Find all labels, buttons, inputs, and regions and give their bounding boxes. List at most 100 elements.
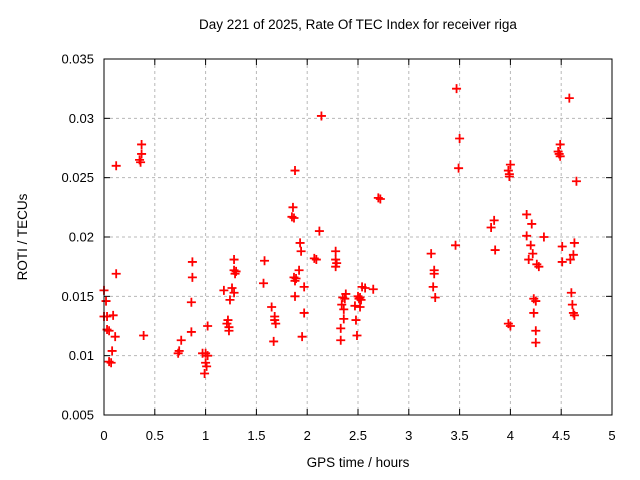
data-point-marker (187, 257, 197, 267)
data-point-marker (174, 346, 184, 356)
x-tick-label: 3 (405, 428, 412, 443)
data-point-marker (229, 288, 239, 298)
data-point-marker (269, 336, 279, 346)
data-point-marker (339, 304, 349, 314)
data-point-marker (104, 357, 114, 367)
data-point-marker (337, 300, 347, 310)
data-point-marker (186, 297, 196, 307)
data-point-marker (311, 255, 321, 265)
data-point-marker (186, 327, 196, 337)
data-point-marker (106, 358, 116, 368)
data-point-marker (287, 212, 297, 222)
y-tick-label: 0.01 (69, 348, 94, 363)
chart-title: Day 221 of 2025, Rate Of TEC Index for r… (199, 17, 517, 32)
data-point-marker (267, 302, 277, 312)
data-point-marker (504, 171, 514, 181)
data-point-marker (104, 326, 114, 336)
data-point-marker (110, 332, 120, 342)
data-point-marker (531, 296, 541, 306)
data-point-marker (290, 166, 300, 176)
data-point-marker (557, 241, 567, 251)
y-tick-label: 0.005 (61, 408, 94, 423)
data-point-marker (229, 255, 239, 265)
data-point-marker (260, 256, 270, 266)
data-point-marker (528, 249, 538, 259)
data-point-marker (505, 160, 515, 170)
data-point-marker (375, 194, 385, 204)
tick-label-layer: 0 0.5 1 1.5 2 2.5 3 3.5 4 4.5 5 0.005 0.01 0.015 0.02 0… (61, 52, 615, 444)
y-tick-label: 0.035 (61, 52, 94, 67)
data-point-marker (350, 301, 360, 311)
data-point-marker (309, 253, 319, 263)
data-point-marker (290, 291, 300, 301)
data-point-marker (176, 335, 186, 345)
data-point-marker (231, 266, 241, 276)
data-point-marker (368, 284, 378, 294)
data-point-marker (430, 293, 440, 303)
data-point-marker (137, 139, 147, 149)
data-point-marker (223, 315, 233, 325)
data-point-marker (555, 151, 565, 161)
data-point-marker (524, 255, 534, 265)
data-point-marker (225, 295, 235, 305)
data-point-marker (271, 319, 281, 329)
data-point-layer (99, 84, 581, 378)
data-point-marker (566, 288, 576, 298)
data-point-marker (111, 269, 121, 279)
data-point-marker (354, 294, 364, 304)
data-point-marker (555, 139, 565, 149)
data-point-marker (455, 134, 465, 144)
data-point-marker (332, 258, 342, 268)
data-point-marker (529, 308, 539, 318)
tick-layer (103, 58, 613, 416)
data-point-marker (316, 111, 326, 121)
data-point-marker (373, 193, 383, 203)
data-point-marker (429, 269, 439, 279)
data-point-marker (107, 346, 117, 356)
data-point-marker (136, 157, 146, 167)
x-tick-label: 0.5 (146, 428, 164, 443)
data-point-marker (336, 335, 346, 345)
grid-layer (104, 59, 612, 415)
data-point-marker (490, 245, 500, 255)
data-point-marker (522, 231, 532, 241)
data-point-marker (259, 278, 269, 288)
data-point-marker (352, 330, 362, 340)
y-tick-label: 0.015 (61, 289, 94, 304)
x-axis-title: GPS time / hours (307, 455, 410, 470)
x-tick-label: 1 (202, 428, 209, 443)
data-point-marker (336, 323, 346, 333)
y-tick-label: 0.03 (69, 111, 94, 126)
data-point-marker (486, 223, 496, 233)
data-point-marker (294, 265, 304, 275)
data-point-marker (426, 249, 436, 259)
data-point-marker (527, 219, 537, 229)
data-point-marker (219, 285, 229, 295)
data-point-marker (339, 314, 349, 324)
data-point-marker (564, 93, 574, 103)
data-point-marker (203, 321, 213, 331)
data-point-marker (451, 240, 461, 250)
data-point-marker (203, 351, 213, 361)
data-point-marker (299, 282, 309, 292)
data-point-marker (360, 283, 370, 293)
x-tick-label: 5 (608, 428, 615, 443)
data-point-marker (224, 326, 234, 336)
data-point-marker (295, 238, 305, 248)
data-point-marker (428, 282, 438, 292)
data-point-marker (557, 257, 567, 267)
plot-frame (103, 58, 613, 416)
data-point-marker (108, 310, 118, 320)
data-point-marker (340, 294, 350, 304)
data-point-marker (297, 332, 307, 342)
x-tick-label: 4.5 (552, 428, 570, 443)
data-point-marker (534, 262, 544, 272)
data-point-marker (288, 202, 298, 212)
y-tick-label: 0.02 (69, 230, 94, 245)
data-point-marker (539, 232, 549, 242)
data-point-marker (291, 274, 301, 284)
data-point-marker (101, 296, 111, 306)
data-point-marker (522, 209, 532, 219)
data-point-marker (571, 176, 581, 186)
